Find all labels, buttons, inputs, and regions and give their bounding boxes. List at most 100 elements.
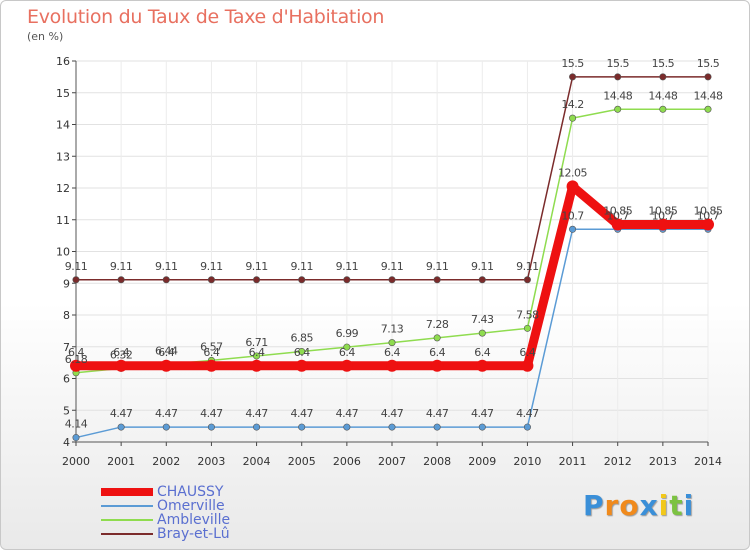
y-tick-label: 10 [56, 246, 70, 259]
y-tick-label: 9 [63, 277, 70, 290]
data-label-bray-et-lu: 9.11 [290, 260, 313, 273]
data-label-bray-et-lu: 9.11 [245, 260, 268, 273]
x-tick-label: 2007 [378, 455, 406, 468]
data-label-ambleville: 14.2 [561, 98, 584, 111]
data-label-omerville: 4.47 [336, 407, 359, 420]
data-label-omerville: 10.7 [652, 209, 675, 222]
data-point-bray-et-lu [523, 276, 531, 284]
data-point-chaussy [160, 359, 173, 372]
data-label-ambleville: 6.18 [65, 353, 88, 366]
data-label-bray-et-lu: 9.11 [65, 260, 88, 273]
y-tick-label: 12 [56, 182, 70, 195]
data-point-omerville [298, 423, 306, 431]
data-label-ambleville: 7.13 [381, 323, 404, 336]
data-point-chaussy [205, 359, 218, 372]
data-label-bray-et-lu: 9.11 [155, 260, 178, 273]
data-point-bray-et-lu [659, 73, 667, 81]
x-tick-label: 2014 [694, 455, 722, 468]
y-tick-label: 5 [63, 404, 70, 417]
data-point-ambleville [523, 324, 531, 332]
data-point-omerville [117, 423, 125, 431]
data-point-omerville [478, 423, 486, 431]
y-tick-label: 8 [63, 309, 70, 322]
data-point-ambleville [704, 105, 712, 113]
legend-item-bray-et-lu: Bray-et-Lû [101, 527, 230, 541]
y-tick-label: 14 [56, 119, 70, 132]
y-tick-label: 11 [56, 214, 70, 227]
data-point-omerville [72, 434, 80, 442]
data-point-ambleville [433, 334, 441, 342]
data-point-chaussy [521, 359, 534, 372]
data-label-ambleville: 14.48 [648, 89, 677, 102]
y-tick-label: 16 [56, 55, 70, 68]
data-point-bray-et-lu [433, 276, 441, 284]
x-tick-label: 2013 [649, 455, 677, 468]
data-label-chaussy: 10.85 [694, 205, 723, 218]
data-label-chaussy: 6.4 [519, 346, 535, 359]
data-point-ambleville [388, 339, 396, 347]
data-point-ambleville [569, 114, 577, 122]
data-label-chaussy: 6.4 [384, 346, 400, 359]
y-tick-label: 7 [63, 341, 70, 354]
data-point-bray-et-lu [704, 73, 712, 81]
data-label-omerville: 4.47 [110, 407, 133, 420]
data-label-chaussy: 6.4 [339, 346, 355, 359]
data-label-chaussy: 12.05 [558, 166, 587, 179]
data-label-bray-et-lu: 9.11 [381, 260, 404, 273]
data-label-chaussy: 6.4 [113, 346, 129, 359]
data-label-bray-et-lu: 15.5 [606, 57, 629, 70]
data-label-ambleville: 14.48 [694, 89, 723, 102]
x-tick-label: 2003 [197, 455, 225, 468]
data-point-ambleville [298, 348, 306, 356]
data-point-bray-et-lu [478, 276, 486, 284]
data-label-chaussy: 6.4 [249, 346, 265, 359]
x-tick-label: 2006 [333, 455, 361, 468]
data-point-ambleville [253, 352, 261, 360]
logo-letter: t [669, 489, 684, 522]
legend-item-chaussy: CHAUSSY [101, 485, 230, 499]
data-point-omerville [433, 423, 441, 431]
x-tick-label: 2000 [62, 455, 90, 468]
data-label-omerville: 10.7 [606, 209, 629, 222]
data-point-chaussy [115, 359, 128, 372]
legend-item-ambleville: Ambleville [101, 513, 230, 527]
data-label-omerville: 4.47 [381, 407, 404, 420]
data-label-ambleville: 6.32 [110, 348, 133, 361]
data-point-omerville [523, 423, 531, 431]
data-point-bray-et-lu [614, 73, 622, 81]
logo-letter: P [583, 489, 605, 522]
x-tick-label: 2001 [107, 455, 135, 468]
data-point-chaussy [476, 359, 489, 372]
logo-letter: i [658, 489, 670, 522]
x-tick-label: 2010 [513, 455, 541, 468]
legend-label-ambleville: Ambleville [157, 512, 231, 528]
data-point-bray-et-lu [569, 73, 577, 81]
data-point-omerville [343, 423, 351, 431]
data-label-bray-et-lu: 9.11 [110, 260, 133, 273]
data-point-bray-et-lu [162, 276, 170, 284]
data-label-bray-et-lu: 9.11 [336, 260, 359, 273]
y-tick-label: 13 [56, 150, 70, 163]
data-point-bray-et-lu [343, 276, 351, 284]
data-point-chaussy [250, 359, 263, 372]
logo-letter: o [619, 489, 640, 522]
data-label-chaussy: 10.85 [648, 205, 677, 218]
legend-swatch-omerville [101, 505, 153, 507]
data-label-chaussy: 6.4 [294, 346, 310, 359]
proxiti-logo: Proxiti [583, 489, 694, 522]
data-point-bray-et-lu [388, 276, 396, 284]
data-label-bray-et-lu: 15.5 [561, 57, 584, 70]
x-tick-label: 2009 [468, 455, 496, 468]
data-point-bray-et-lu [117, 276, 125, 284]
data-point-ambleville [478, 329, 486, 337]
data-label-ambleville: 14.48 [603, 89, 632, 102]
data-point-chaussy [340, 359, 353, 372]
x-tick-label: 2012 [604, 455, 632, 468]
data-label-omerville: 4.47 [426, 407, 449, 420]
y-tick-label: 15 [56, 87, 70, 100]
legend-swatch-ambleville [101, 519, 153, 521]
chart-subtitle: (en %) [27, 30, 64, 43]
data-point-omerville [569, 225, 577, 233]
data-label-omerville: 4.47 [516, 407, 539, 420]
data-point-chaussy [70, 359, 82, 372]
